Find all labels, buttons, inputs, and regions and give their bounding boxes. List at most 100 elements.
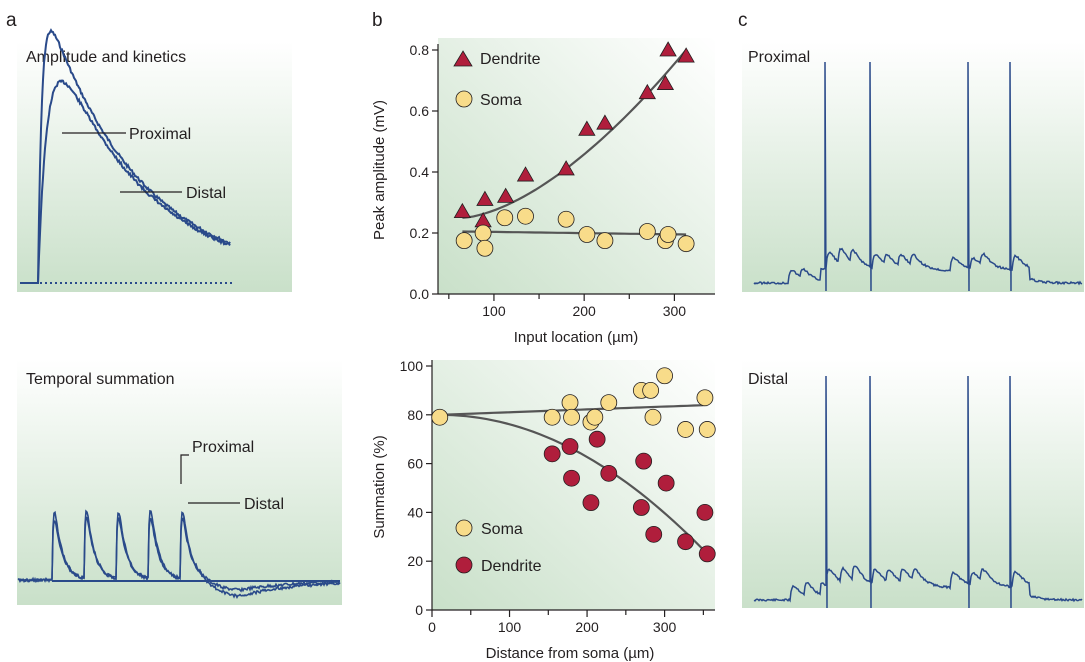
chart-b-top-x-tick-label: 200 xyxy=(572,303,596,319)
panel-c-bottom-title: Distal xyxy=(748,371,788,388)
chart-b-top-y-tick-label: 0.8 xyxy=(410,42,430,58)
chart-b-bottom-point-dendrite xyxy=(645,525,663,543)
chart-b-bottom-legend-dendrite-marker xyxy=(455,556,473,574)
chart-b-top-x-tick-label: 300 xyxy=(663,303,687,319)
panel-a-top-label-distal: Distal xyxy=(186,185,226,202)
chart-b-bottom-x-tick-label: 100 xyxy=(498,619,522,635)
chart-b-top-x-tick-label: 100 xyxy=(482,303,506,319)
panel-a-top: Amplitude and kinetics Proximal Distal xyxy=(17,28,292,292)
chart-b-top-point-soma xyxy=(638,223,656,240)
chart-b-bottom-x-tick-label: 0 xyxy=(428,619,436,635)
chart-b-bottom-legend-soma: Soma xyxy=(481,521,523,538)
chart-b-bottom-point-soma xyxy=(586,408,604,426)
chart-b-bottom-point-soma xyxy=(563,408,580,426)
chart-b-top-legend: Dendrite Soma xyxy=(453,50,541,109)
chart-b-top-ylabel: Peak amplitude (mV) xyxy=(371,100,388,240)
chart-b-top-point-dendrite xyxy=(476,190,494,206)
chart-b-top: Peak amplitude (mV) Input location (µm) … xyxy=(371,38,715,346)
panel-letter-a: a xyxy=(6,10,17,31)
chart-b-bottom-point-soma xyxy=(543,408,561,426)
chart-b-bottom-y-tick-label: 40 xyxy=(407,504,423,520)
chart-b-bottom-point-soma xyxy=(431,408,449,426)
chart-b-top-point-soma xyxy=(455,232,473,250)
panel-c-top: Proximal xyxy=(742,42,1084,292)
chart-b-bottom-legend: Soma Dendrite xyxy=(455,519,542,575)
chart-b-top-background xyxy=(438,38,715,294)
chart-b-bottom: Summation (%) Distance from soma (µm) So… xyxy=(371,358,716,662)
chart-b-bottom-point-dendrite xyxy=(600,464,618,482)
chart-b-bottom-point-soma xyxy=(600,394,618,412)
chart-b-top-point-soma xyxy=(557,210,575,228)
chart-b-bottom-y-tick-label: 20 xyxy=(407,553,423,569)
chart-b-bottom-point-soma xyxy=(656,367,674,385)
chart-b-bottom-point-dendrite xyxy=(561,438,579,455)
chart-b-bottom-legend-soma-marker xyxy=(455,519,473,537)
panel-a-top-trace-proximal xyxy=(20,28,231,284)
chart-b-top-xlabel: Input location (µm) xyxy=(514,329,639,346)
chart-b-top-point-dendrite xyxy=(453,202,472,219)
chart-b-top-y-tick-label: 0.4 xyxy=(410,164,430,180)
chart-b-top-point-soma xyxy=(476,239,494,257)
chart-b-top-point-dendrite xyxy=(656,74,675,90)
chart-b-top-point-dendrite xyxy=(677,47,695,63)
chart-b-bottom-point-dendrite xyxy=(635,452,653,470)
chart-b-bottom-y-tick-label: 80 xyxy=(407,407,423,423)
chart-b-top-legend-soma-marker xyxy=(455,90,473,108)
chart-b-bottom-y-tick-label: 100 xyxy=(400,358,424,374)
chart-b-bottom-point-dendrite xyxy=(543,445,561,463)
chart-b-top-point-dendrite xyxy=(596,114,614,130)
chart-b-bottom-point-dendrite xyxy=(588,430,606,448)
panel-c-top-trace xyxy=(753,61,1083,292)
chart-b-bottom-point-soma xyxy=(698,421,716,438)
chart-b-top-point-dendrite xyxy=(557,160,575,176)
chart-b-bottom-y-tick-label: 0 xyxy=(415,602,423,618)
chart-b-bottom-point-dendrite xyxy=(698,545,716,563)
chart-b-bottom-point-dendrite xyxy=(582,494,600,512)
chart-b-bottom-point-dendrite xyxy=(563,469,580,487)
panel-a-bottom: Temporal summation Proximal Distal xyxy=(17,360,342,605)
chart-b-bottom-point-soma xyxy=(696,389,714,407)
chart-b-top-point-dendrite xyxy=(496,187,515,203)
panel-c-top-background xyxy=(742,42,1084,292)
chart-b-top-y-tick-label: 0.0 xyxy=(410,286,430,302)
chart-b-top-point-soma xyxy=(496,209,514,227)
panel-c-bottom: Distal xyxy=(742,360,1084,609)
panel-c-top-title: Proximal xyxy=(748,49,810,66)
chart-b-bottom-point-dendrite xyxy=(657,474,675,492)
chart-b-top-point-soma xyxy=(659,226,677,243)
chart-b-top-point-dendrite xyxy=(659,41,677,57)
chart-b-bottom-point-soma xyxy=(677,421,694,438)
chart-b-top-y-tick-label: 0.2 xyxy=(410,225,430,241)
chart-b-bottom-point-dendrite xyxy=(677,533,694,551)
chart-b-bottom-x-tick-label: 300 xyxy=(653,619,677,635)
chart-b-top-legend-dendrite-marker xyxy=(453,50,473,67)
panel-a-bottom-proximal-leader xyxy=(180,454,189,484)
panel-letter-b: b xyxy=(372,10,383,31)
chart-b-bottom-y-tick-label: 60 xyxy=(407,456,423,472)
chart-b-top-legend-soma: Soma xyxy=(480,92,522,109)
panel-a-top-label-proximal: Proximal xyxy=(129,126,191,143)
chart-b-top-y-tick-label: 0.6 xyxy=(410,103,430,119)
chart-b-top-point-soma xyxy=(578,226,596,243)
chart-b-top-point-dendrite xyxy=(638,83,657,100)
panel-a-bottom-label-proximal: Proximal xyxy=(192,439,254,456)
chart-b-top-point-soma xyxy=(517,207,534,225)
chart-b-bottom-point-soma xyxy=(642,381,660,399)
chart-b-top-point-dendrite xyxy=(516,166,535,182)
chart-b-bottom-point-dendrite xyxy=(632,499,650,516)
panel-c-bottom-trace xyxy=(753,375,1083,609)
chart-b-bottom-legend-dendrite: Dendrite xyxy=(481,558,542,575)
chart-b-top-point-soma xyxy=(474,224,492,242)
chart-b-bottom-x-tick-label: 200 xyxy=(575,619,599,635)
panel-a-bottom-trace-proximal xyxy=(17,509,341,593)
panel-a-top-title: Amplitude and kinetics xyxy=(26,49,186,66)
chart-b-bottom-point-soma xyxy=(644,408,662,426)
panel-c-bottom-background xyxy=(742,360,1084,608)
chart-b-top-point-soma xyxy=(677,235,695,253)
panel-a-bottom-label-distal: Distal xyxy=(244,496,284,513)
panel-letter-c: c xyxy=(738,10,748,31)
panel-a-bottom-title: Temporal summation xyxy=(26,371,175,388)
chart-b-top-legend-dendrite: Dendrite xyxy=(480,51,541,68)
chart-b-top-point-dendrite xyxy=(578,120,596,136)
